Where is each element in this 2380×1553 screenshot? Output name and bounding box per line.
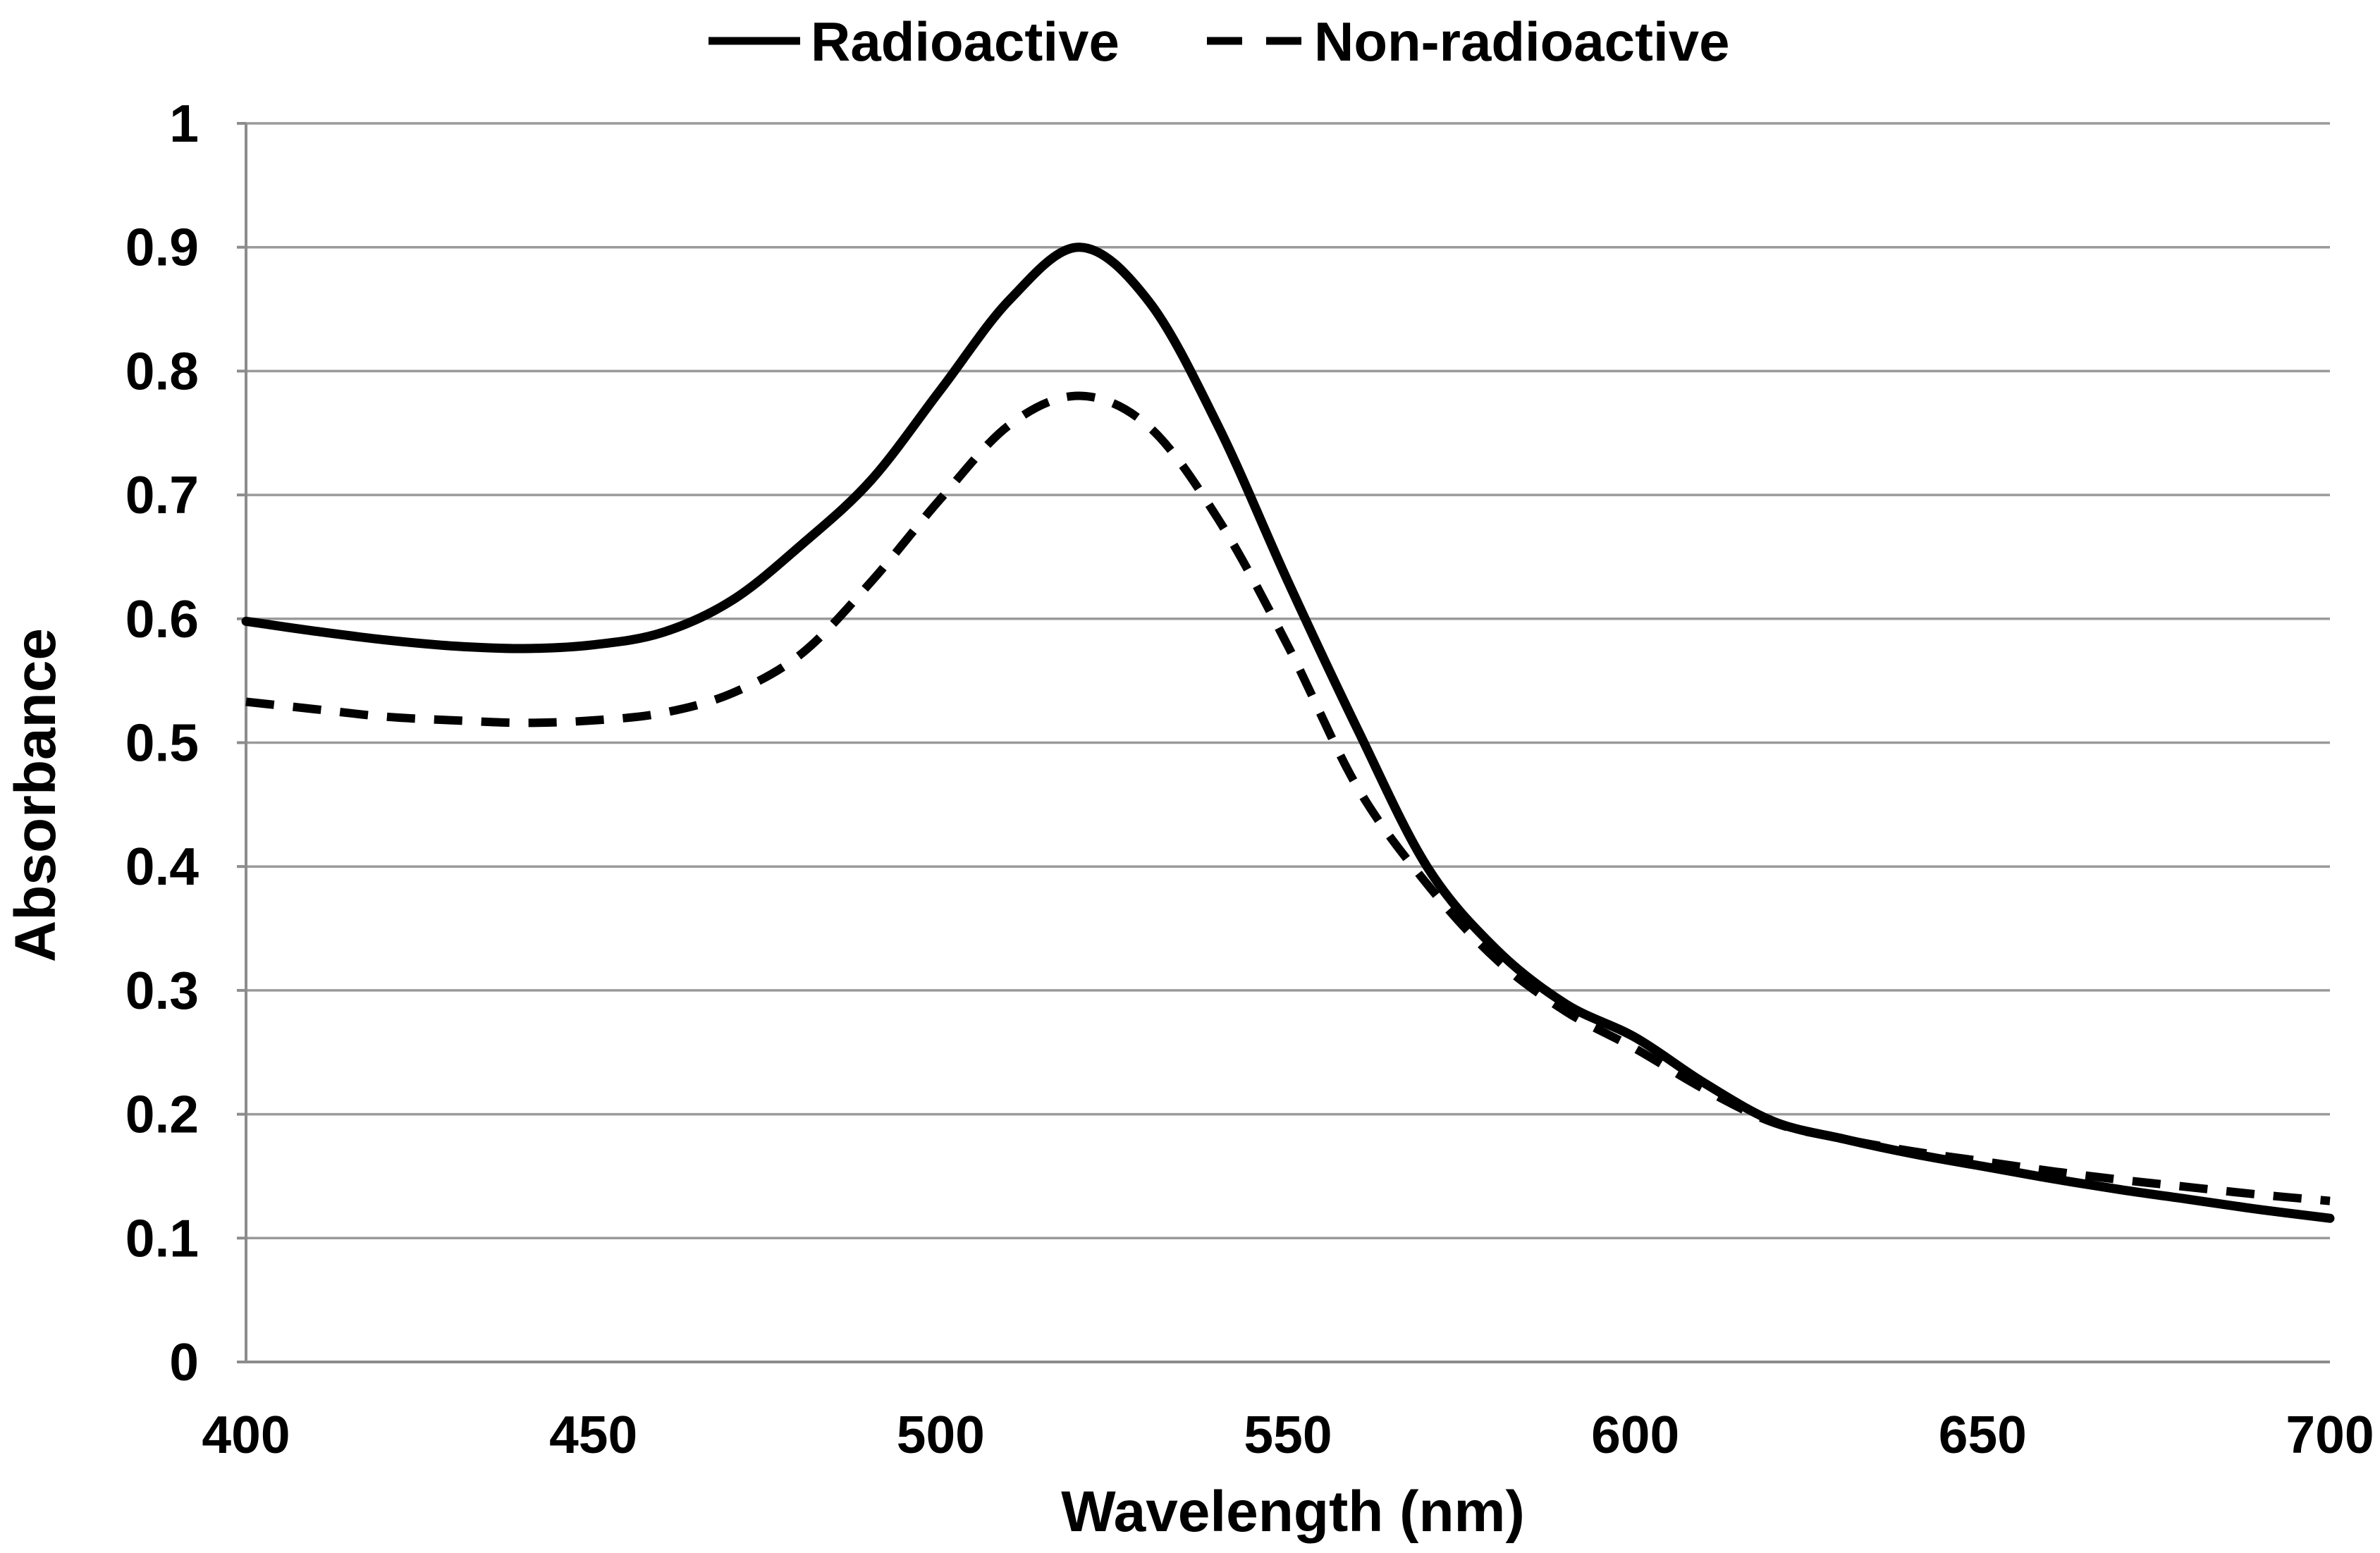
- legend-label-nonradioactive: Non-radioactive: [1314, 11, 1729, 73]
- y-tick-label: 0.5: [125, 713, 199, 773]
- x-tick-labels: 400 450 500 550 600 650 700: [202, 1405, 2374, 1464]
- y-tick-label: 1: [169, 94, 199, 153]
- y-tick-label: 0.6: [125, 589, 199, 649]
- x-tick-label: 450: [549, 1405, 637, 1464]
- y-tick-label: 0.8: [125, 341, 199, 400]
- y-tick-label: 0.2: [125, 1085, 199, 1144]
- legend: Radioactive Non-radioactive: [709, 11, 1729, 73]
- y-tick-label: 0.9: [125, 218, 199, 277]
- x-tick-label: 700: [2286, 1405, 2374, 1464]
- y-tick-label: 0.4: [125, 837, 200, 896]
- y-axis-title: Absorbance: [4, 628, 68, 962]
- x-axis-title: Wavelength (nm): [1061, 1480, 1525, 1544]
- axis-lines: [237, 123, 2330, 1363]
- x-tick-label: 500: [897, 1405, 985, 1464]
- y-tick-label: 0.1: [125, 1208, 199, 1267]
- x-tick-label: 550: [1244, 1405, 1332, 1464]
- x-tick-label: 600: [1591, 1405, 1679, 1464]
- y-tick-label: 0: [169, 1332, 199, 1392]
- y-tick-labels: 1 0.9 0.8 0.7 0.6 0.5 0.4 0.3 0.2 0.1 0: [125, 94, 200, 1392]
- series-radioactive-line: [241, 243, 2335, 1223]
- y-tick-label: 0.7: [125, 465, 199, 524]
- x-tick-label: 650: [1939, 1405, 2027, 1464]
- y-tick-label: 0.3: [125, 961, 199, 1020]
- x-tick-label: 400: [202, 1405, 290, 1464]
- series-nonradioactive-line: [245, 391, 2331, 1205]
- legend-label-radioactive: Radioactive: [811, 11, 1120, 73]
